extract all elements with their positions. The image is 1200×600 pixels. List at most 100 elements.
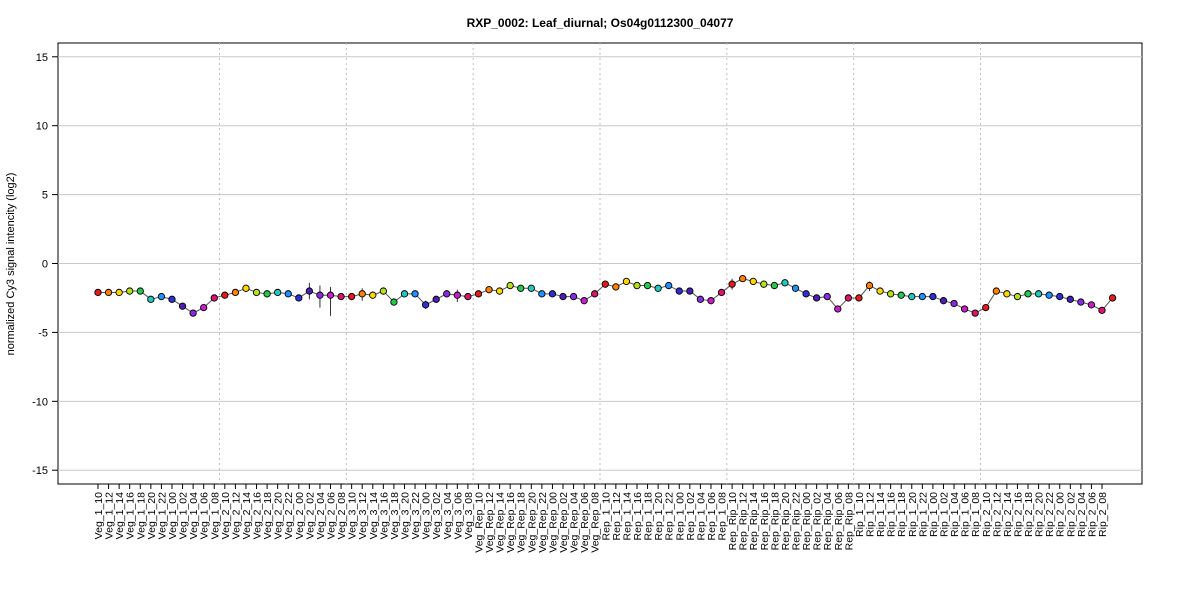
data-point: Veg_2_14: -1.8 bbox=[242, 284, 250, 292]
x-tick-label: Rep_Rip_22 bbox=[791, 492, 803, 551]
y-axis-label: normalized Cy3 signal intencity (log2) bbox=[5, 173, 17, 356]
x-tick-label: Veg_3_00 bbox=[421, 492, 433, 539]
x-tick-label: Veg_3_22 bbox=[410, 492, 422, 539]
x-tick-label: Rep_Rip_08 bbox=[843, 492, 855, 551]
data-point: Rip_1_06: -3.3 bbox=[960, 305, 969, 313]
x-tick-label: Veg_1_10 bbox=[93, 492, 105, 539]
data-point: Rip_1_18: -2.3 bbox=[897, 291, 905, 299]
data-point: Rip_2_02: -2.6 bbox=[1066, 295, 1074, 303]
y-axis: -15 -10 -5 0 5 10 15 bbox=[32, 52, 58, 477]
data-point: Rip_1_04: -2.9 bbox=[950, 299, 958, 308]
x-tick-label: Rep_Rip_10 bbox=[727, 492, 739, 551]
data-point: Veg_1_14: -2.1 bbox=[115, 288, 123, 297]
data-point: Rep_Rip_02: -2.5 bbox=[813, 294, 821, 302]
x-tick-label: Veg_Rep_12 bbox=[484, 492, 496, 553]
data-point: Rep_Rip_00: -2.2 bbox=[802, 290, 810, 298]
data-point: Rep_1_00: -2 bbox=[675, 287, 683, 295]
data-point: Rep_Rip_12: -1.1 bbox=[739, 275, 747, 283]
x-tick-label: Veg_3_06 bbox=[452, 492, 464, 539]
data-point: Rip_1_02: -2.7 bbox=[939, 297, 948, 305]
data-point: Veg_1_06: -3.2 bbox=[200, 303, 208, 312]
x-tick-label: Rip_2_06 bbox=[1086, 492, 1098, 537]
x-tick-label: Rep_1_10 bbox=[600, 492, 612, 541]
data-point: Rip_2_04: -2.8 bbox=[1077, 298, 1085, 306]
data-point: Rip_2_20: -2.2 bbox=[1034, 290, 1043, 298]
x-tick-label: Veg_1_00 bbox=[167, 492, 179, 539]
x-tick-label: Veg_3_10 bbox=[347, 492, 359, 539]
x-tick-label: Rip_2_00 bbox=[1055, 492, 1067, 537]
data-point: Rip_1_16: -2.2 bbox=[886, 290, 895, 298]
data-point: Veg_1_08: -2.5 bbox=[210, 294, 218, 302]
x-tick-label: Rip_1_02 bbox=[938, 492, 950, 537]
x-tick-label: Veg_2_06 bbox=[326, 492, 338, 539]
data-point: Veg_2_20: -2.1 bbox=[274, 288, 282, 297]
x-tick-label: Veg_2_00 bbox=[294, 492, 306, 539]
x-tick-label: Veg_2_02 bbox=[304, 492, 316, 539]
x-tick-label: Rep_1_22 bbox=[664, 492, 676, 541]
x-tick-label: Rep_Rip_06 bbox=[833, 492, 845, 551]
y-tick-label: 10 bbox=[36, 121, 48, 133]
data-point: Veg_Rep_06: -2.7 bbox=[580, 297, 588, 305]
x-tick-label: Veg_1_06 bbox=[199, 492, 211, 539]
data-point: Veg_1_00: -2.6 bbox=[168, 295, 176, 303]
x-tick-label: Veg_2_16 bbox=[252, 492, 264, 539]
x-tick-label: Veg_3_14 bbox=[368, 492, 380, 539]
x-tick-label: Veg_2_18 bbox=[262, 492, 274, 539]
x-tick-label: Veg_2_08 bbox=[336, 492, 348, 539]
x-tick-label: Veg_3_18 bbox=[389, 492, 401, 539]
data-point: Rep_Rip_22: -1.8 bbox=[791, 284, 800, 292]
x-tick-label: Rip_2_16 bbox=[1012, 492, 1024, 537]
x-tick-label: Veg_Rep_10 bbox=[473, 492, 485, 553]
data-point: Veg_1_12: -2.1 bbox=[104, 288, 113, 297]
x-tick-label: Veg_3_04 bbox=[442, 492, 454, 539]
x-tick-label: Veg_2_10 bbox=[220, 492, 232, 539]
x-tick-label: Rep_1_20 bbox=[653, 492, 665, 541]
data-point: Rep_Rip_18: -1.6 bbox=[770, 281, 779, 290]
x-tick-label: Rep_Rip_04 bbox=[822, 492, 834, 551]
x-tick-label: Rip_1_14 bbox=[875, 492, 887, 537]
x-tick-label: Rip_1_00 bbox=[928, 492, 940, 537]
data-point: Rep_Rip_10: -1.5 bbox=[728, 280, 736, 288]
data-point: Veg_1_02: -3.1 bbox=[178, 302, 187, 310]
data-point: Veg_2_22: -2.2 bbox=[284, 290, 292, 298]
data-point: Veg_Rep_02: -2.4 bbox=[559, 292, 567, 301]
grid-layer bbox=[58, 56, 1142, 471]
data-point: Veg_3_22: -2.2 bbox=[411, 290, 419, 298]
x-tick-label: Veg_1_12 bbox=[104, 492, 116, 539]
data-point: Rip_2_12: -2 bbox=[992, 287, 1000, 295]
x-tick-label: Rep_1_16 bbox=[632, 492, 644, 541]
x-tick-label: Rep_Rip_00 bbox=[801, 492, 813, 551]
data-point: Rep_1_06: -2.7 bbox=[707, 297, 715, 305]
data-points: Veg_1_10: -2.1Veg_1_12: -2.1Veg_1_14: -2… bbox=[94, 275, 1117, 317]
data-point: Rip_1_20: -2.4 bbox=[908, 292, 916, 301]
x-tick-label: Rep_1_12 bbox=[611, 492, 623, 541]
data-point: Rip_2_00: -2.4 bbox=[1056, 292, 1064, 301]
x-tick-label: Rep_Rip_20 bbox=[780, 492, 792, 551]
data-point: Rip_2_16: -2.4 bbox=[1013, 292, 1022, 301]
data-point: Veg_Rep_12: -1.9 bbox=[485, 286, 493, 294]
x-tick-label: Rep_1_18 bbox=[643, 492, 655, 541]
x-tick-label: Veg_Rep_22 bbox=[537, 492, 549, 553]
data-point: Veg_3_08: -2.4 bbox=[464, 292, 472, 301]
data-point: Rep_Rip_08: -2.5 bbox=[844, 294, 853, 302]
x-axis: Veg_1_10Veg_1_12Veg_1_14Veg_1_16Veg_1_18… bbox=[93, 484, 1109, 553]
data-point: Rep_1_22: -1.6 bbox=[665, 281, 673, 290]
x-tick-label: Veg_Rep_02 bbox=[558, 492, 570, 553]
x-tick-label: Rip_1_10 bbox=[854, 492, 866, 537]
x-tick-label: Veg_Rep_14 bbox=[495, 492, 507, 553]
y-tick-label: 15 bbox=[36, 52, 48, 64]
y-tick-label: -5 bbox=[38, 327, 48, 339]
x-tick-label: Rip_2_20 bbox=[1034, 492, 1046, 537]
data-point: Veg_2_04: -2.3 bbox=[316, 291, 324, 299]
x-tick-label: Veg_Rep_06 bbox=[579, 492, 591, 553]
x-tick-label: Rep_1_14 bbox=[621, 492, 633, 541]
x-tick-label: Rip_1_04 bbox=[949, 492, 961, 537]
x-tick-label: Veg_2_20 bbox=[273, 492, 285, 539]
x-tick-label: Veg_1_04 bbox=[188, 492, 200, 539]
data-point: Veg_2_08: -2.4 bbox=[337, 292, 345, 301]
data-point: Rip_1_08: -3.6 bbox=[971, 309, 979, 317]
data-point: Rep_1_02: -2 bbox=[686, 287, 694, 295]
x-tick-label: Veg_1_18 bbox=[135, 492, 147, 539]
data-point: Veg_3_00: -3 bbox=[421, 301, 430, 309]
x-tick-label: Rip_2_14 bbox=[1002, 492, 1014, 537]
